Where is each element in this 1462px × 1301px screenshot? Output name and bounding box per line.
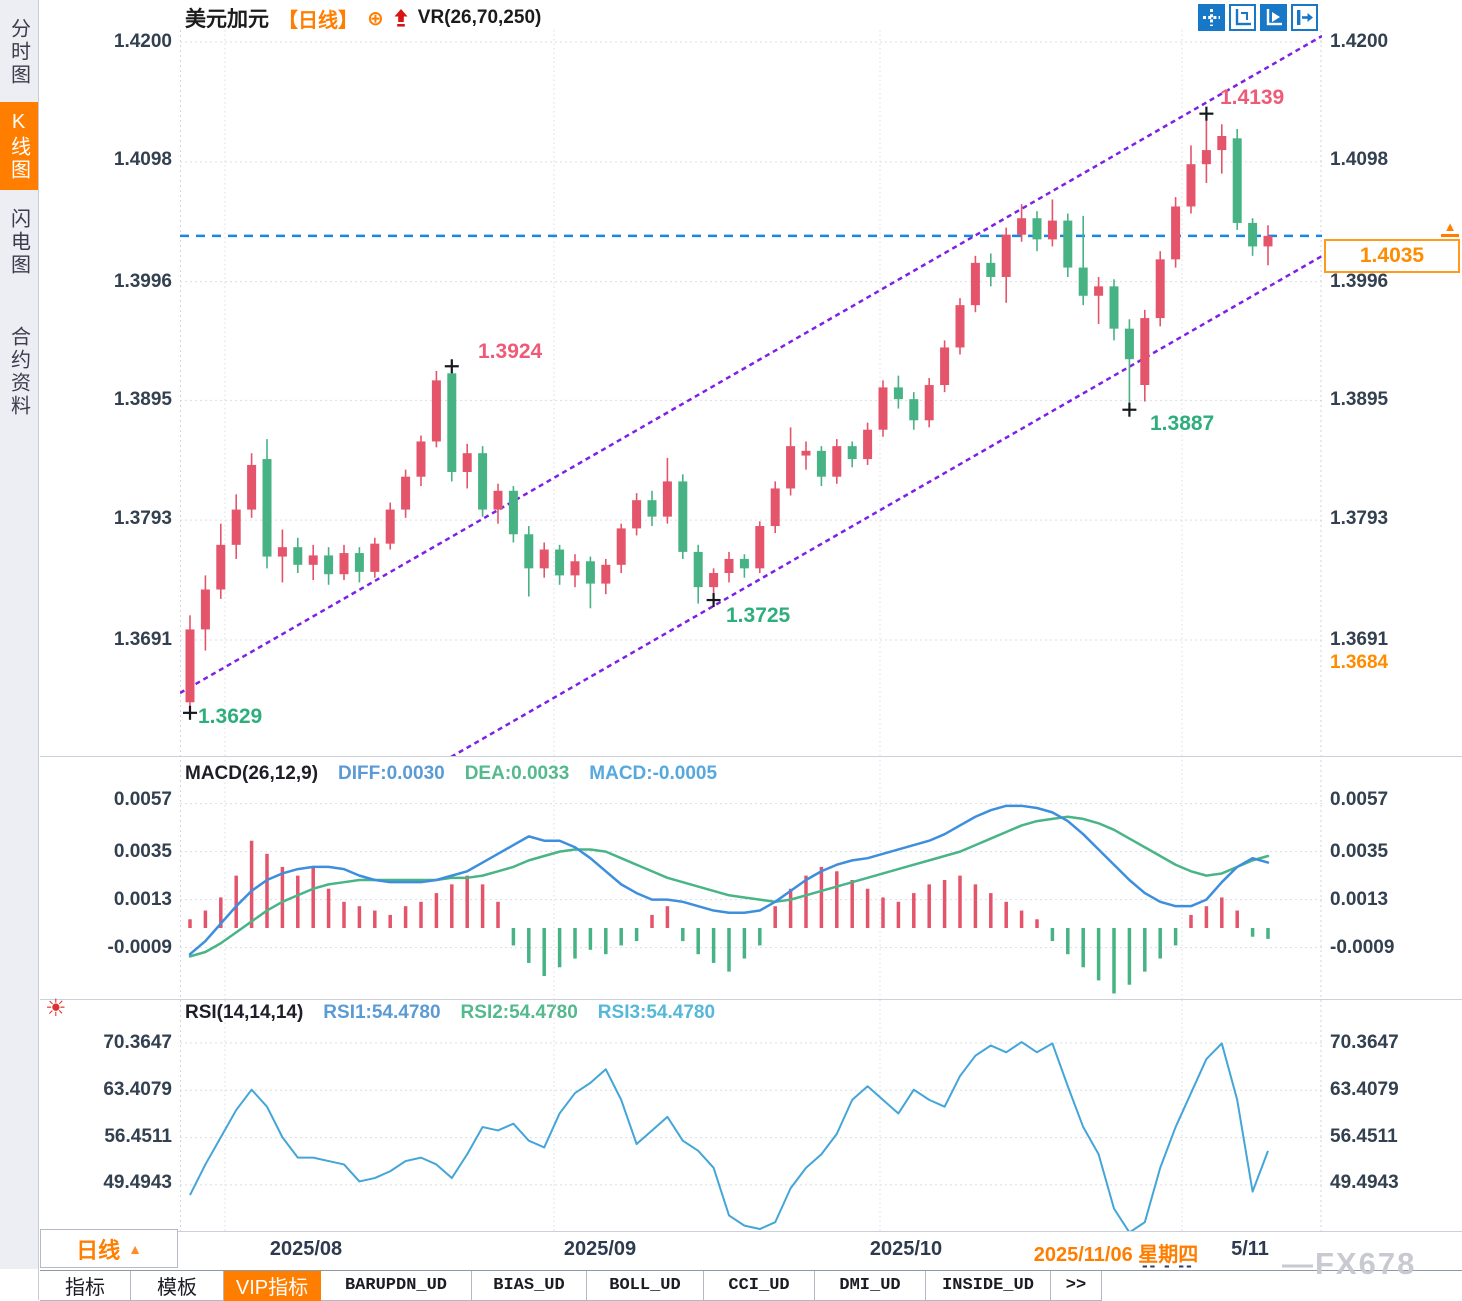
y-label-left: 1.4098 (113, 149, 172, 170)
y-label-left: 1.4200 (113, 31, 172, 52)
x-axis-label: 2025/08 (269, 1238, 343, 1260)
macd-y-label-left: -0.0009 (107, 937, 172, 958)
tab-boll-ud[interactable]: BOLL_UD (587, 1271, 704, 1301)
tab-inside-ud[interactable]: INSIDE_UD (926, 1271, 1051, 1301)
y-label-right: 1.3996 (1330, 271, 1389, 292)
y-label-right: 1.4200 (1330, 31, 1389, 52)
y-label-left: 1.3996 (113, 271, 172, 292)
rsi-title[interactable]: RSI(14,14,14) (185, 1002, 304, 1023)
macd-diff-value: DIFF:0.0030 (338, 763, 445, 784)
popout-icon[interactable] (1291, 4, 1318, 31)
macd-title[interactable]: MACD(26,12,9) (185, 763, 319, 784)
x-axis-label-partial: 5/11 (1231, 1238, 1269, 1260)
panel-divider (40, 756, 1462, 757)
pan-icon[interactable] (1198, 4, 1225, 31)
current-price-marker-icon: ▲ (1441, 219, 1459, 237)
left-sidebar: 分时图 K线图 闪电图 合约资料 (0, 0, 39, 1300)
x-axis-highlight-date: 2025/11/06 星期四 (1033, 1244, 1199, 1266)
y-label-left: 1.3895 (113, 389, 172, 410)
tab-bar-edge-line (1090, 1270, 1462, 1271)
tab-indicators[interactable]: 指标 (40, 1271, 131, 1301)
tab-templates[interactable]: 模板 (131, 1271, 224, 1301)
macd-chart-canvas[interactable] (180, 760, 1322, 1000)
main-chart-canvas[interactable] (180, 30, 1322, 757)
y-label-extra-orange: 1.3684 (1330, 652, 1389, 673)
macd-y-label-right: 0.0013 (1330, 889, 1389, 910)
chart-style-icon[interactable] (1260, 4, 1287, 31)
chart-header: 美元加元 【日线】 ⊕ VR(26,70,250) (185, 3, 541, 33)
rsi3-value: RSI3:54.4780 (597, 1002, 716, 1023)
price-annotation-high: 1.3924 (478, 340, 543, 363)
macd-y-label-left: 0.0035 (113, 841, 172, 862)
rsi-y-label-left: 49.4943 (103, 1172, 172, 1193)
macd-y-label-left: 0.0057 (113, 789, 172, 810)
symbol-title: 美元加元 (185, 8, 269, 31)
rsi-y-label-right: 49.4943 (1330, 1172, 1399, 1193)
sun-icon[interactable]: ☀ (45, 995, 67, 1022)
rsi1-value: RSI1:54.4780 (323, 1002, 441, 1023)
tab-barupdn-ud[interactable]: BARUPDN_UD (321, 1271, 472, 1301)
tab-more[interactable]: >> (1051, 1271, 1102, 1301)
current-price-box: 1.4035 (1324, 239, 1460, 273)
sidebar-item-timeshare[interactable]: 分时图 (7, 17, 30, 87)
rsi-y-label-left: 63.4079 (103, 1079, 172, 1100)
chevron-up-icon: ▲ (128, 1240, 142, 1257)
rsi-y-label-right: 56.4511 (1330, 1126, 1398, 1147)
axes-icon[interactable] (1229, 4, 1256, 31)
rsi-y-label-left: 56.4511 (104, 1126, 172, 1147)
macd-macd-value: MACD:-0.0005 (589, 763, 718, 784)
rsi-header: RSI(14,14,14) RSI1:54.4780 RSI2:54.4780 … (185, 1002, 715, 1024)
macd-y-label-right: -0.0009 (1330, 937, 1395, 958)
price-annotation-low: 1.3725 (726, 604, 791, 627)
y-label-left: 1.3793 (113, 508, 172, 529)
y-label-left: 1.3691 (113, 629, 172, 650)
price-annotation-high: 1.4139 (1220, 86, 1285, 109)
watermark: —FX678 (1282, 1246, 1417, 1281)
tab-bias-ud[interactable]: BIAS_UD (472, 1271, 587, 1301)
vr-arrow-icon (393, 8, 409, 28)
panel-divider (40, 1231, 1462, 1232)
y-label-right: 1.3793 (1330, 508, 1389, 529)
price-annotation-low: 1.3629 (198, 705, 263, 728)
rsi-y-label-right: 70.3647 (1330, 1032, 1399, 1053)
sidebar-item-lightning[interactable]: 闪电图 (7, 207, 30, 277)
rsi2-value: RSI2:54.4780 (460, 1002, 578, 1023)
sidebar-item-contract-info[interactable]: 合约资料 (7, 326, 30, 418)
rsi-y-label-left: 70.3647 (103, 1032, 172, 1053)
tab-dmi-ud[interactable]: DMI_UD (815, 1271, 926, 1301)
add-indicator-icon[interactable]: ⊕ (367, 7, 384, 30)
tab-cci-ud[interactable]: CCI_UD (704, 1271, 815, 1301)
y-label-right: 1.3895 (1330, 389, 1389, 410)
macd-header: MACD(26,12,9) DIFF:0.0030 DEA:0.0033 MAC… (185, 763, 717, 785)
sidebar-bottom-spacer (0, 1269, 38, 1300)
period-selector-button[interactable]: 日线 ▲ (40, 1229, 178, 1268)
macd-y-label-right: 0.0035 (1330, 841, 1389, 862)
macd-y-label-right: 0.0057 (1330, 789, 1389, 810)
macd-y-label-left: 0.0013 (113, 889, 172, 910)
tab-vip-indicators[interactable]: VIP指标 (224, 1271, 321, 1301)
x-axis-label: 2025/10 (869, 1238, 943, 1260)
misc-dash-marks: -- - -- (1142, 1256, 1194, 1275)
y-label-right: 1.3691 (1330, 629, 1389, 650)
period-label[interactable]: 【日线】 (278, 9, 358, 32)
indicator-tab-bar: 指标 模板 VIP指标 BARUPDN_UD BIAS_UD BOLL_UD C… (40, 1270, 1102, 1301)
panel-divider (40, 999, 1462, 1000)
price-annotation-low: 1.3887 (1150, 412, 1215, 435)
period-selector-label: 日线 (76, 1237, 121, 1263)
macd-dea-value: DEA:0.0033 (464, 763, 570, 784)
y-label-right: 1.4098 (1330, 149, 1389, 170)
x-axis-label: 2025/09 (563, 1238, 637, 1260)
sidebar-item-kline[interactable]: K线图 (0, 102, 38, 190)
rsi-chart-canvas[interactable] (180, 1000, 1322, 1232)
vr-indicator-label: VR(26,70,250) (417, 7, 542, 28)
rsi-y-label-right: 63.4079 (1330, 1079, 1399, 1100)
